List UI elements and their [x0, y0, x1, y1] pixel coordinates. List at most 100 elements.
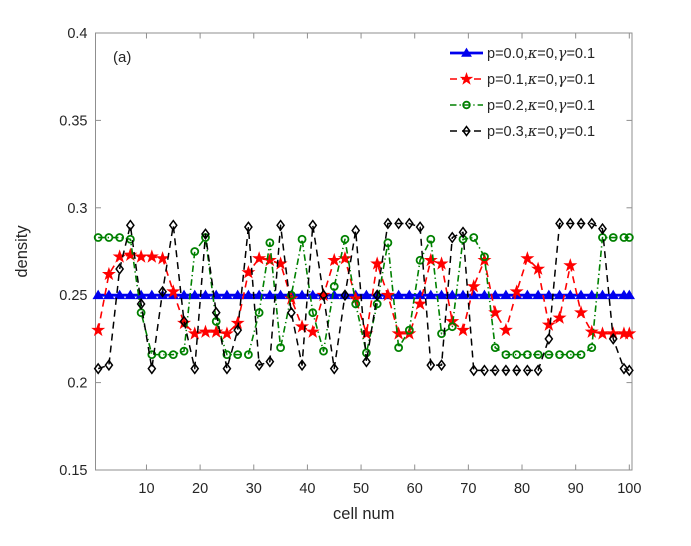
star-marker	[498, 322, 513, 337]
triangle-marker	[403, 289, 416, 300]
triangle-marker	[457, 289, 469, 300]
star-marker	[295, 319, 310, 333]
diamond-marker	[211, 306, 221, 319]
diamond-marker	[576, 217, 586, 230]
diamond-marker	[383, 217, 393, 230]
circle-marker	[608, 233, 618, 242]
circle-marker	[501, 350, 511, 360]
diamond-marker	[329, 362, 339, 375]
star-marker	[563, 258, 578, 272]
diamond-marker	[404, 217, 414, 230]
star-marker	[552, 310, 567, 324]
star-marker	[134, 249, 149, 263]
diamond-marker	[587, 217, 597, 230]
diamond-marker	[624, 364, 634, 377]
circle-marker	[115, 233, 125, 242]
star-marker	[595, 326, 610, 340]
circle-marker	[147, 350, 157, 360]
legend-label: p=0.2,κ=0,γ=0.1	[487, 98, 595, 114]
triangle-marker	[586, 289, 598, 300]
circle-marker	[587, 343, 597, 353]
circle-marker	[469, 233, 479, 242]
circle-marker	[624, 233, 634, 242]
circle-marker	[244, 350, 253, 360]
circle-marker	[340, 234, 350, 244]
circle-marker	[490, 343, 500, 353]
star-marker	[459, 71, 474, 85]
diamond-marker	[179, 315, 189, 328]
triangle-marker	[607, 289, 619, 300]
y-tick-label: 0.4	[67, 26, 87, 42]
circle-marker	[329, 282, 339, 291]
legend: p=0.0,κ=0,γ=0.1 p=0.1,κ=0,γ=0.1 p=0.2,κ=0,…	[450, 46, 595, 140]
triangle-marker	[553, 289, 566, 300]
star-marker	[541, 317, 556, 331]
diamond-marker	[619, 362, 629, 375]
diamond-marker	[394, 217, 404, 230]
circle-marker	[437, 329, 446, 339]
triangle-marker	[623, 289, 636, 300]
diamond-marker	[340, 289, 350, 302]
diamond-marker	[265, 355, 275, 368]
diamond-marker	[490, 364, 500, 377]
circle-marker	[383, 238, 393, 248]
diamond-marker	[297, 359, 307, 372]
circle-marker	[462, 100, 471, 110]
star-marker	[91, 322, 106, 337]
star-marker	[380, 287, 395, 302]
x-tick-labels: 10 20 30 40 50 60 70 80 90 100	[138, 481, 641, 497]
series-p=0.2	[93, 233, 634, 360]
triangle-marker	[521, 289, 534, 300]
diamond-marker	[104, 359, 114, 372]
x-tick-label: 40	[299, 481, 315, 497]
diamond-marker	[608, 332, 618, 345]
diamond-marker	[201, 228, 210, 240]
diamond-marker	[598, 222, 607, 235]
star-marker	[327, 252, 342, 267]
diamond-marker	[115, 263, 125, 275]
circle-marker	[308, 308, 318, 318]
circle-marker	[265, 238, 275, 248]
x-tick-label: 90	[568, 481, 584, 497]
triangle-marker	[199, 289, 212, 300]
axis-ticks	[95, 32, 632, 471]
x-tick-label: 100	[617, 481, 641, 497]
diamond-marker	[308, 219, 318, 232]
series-line	[97, 254, 630, 335]
star-marker	[101, 266, 116, 281]
triangle-marker	[425, 289, 437, 300]
diamond-marker	[286, 306, 296, 319]
triangle-marker	[231, 289, 244, 300]
diamond-marker	[512, 364, 522, 377]
legend-label: p=0.1,κ=0,γ=0.1	[487, 72, 595, 88]
plot-box	[95, 32, 633, 471]
circle-marker	[426, 234, 436, 244]
circle-marker	[394, 343, 404, 353]
star-marker	[252, 251, 267, 265]
circle-marker	[104, 233, 114, 242]
triangle-marker	[221, 289, 233, 300]
star-marker	[574, 305, 589, 319]
star-marker	[434, 256, 449, 270]
star-marker	[509, 284, 524, 298]
circle-marker	[522, 350, 532, 360]
diamond-marker	[136, 297, 146, 310]
star-marker	[466, 279, 481, 293]
x-tick-label: 10	[138, 481, 154, 497]
y-tick-label: 0.35	[59, 113, 87, 129]
circle-marker	[276, 343, 285, 353]
circle-marker	[233, 350, 243, 360]
circle-marker	[168, 350, 178, 360]
triangle-marker	[274, 289, 287, 300]
triangle-marker	[532, 289, 544, 300]
star-marker	[531, 261, 546, 275]
triangle-marker	[124, 289, 137, 300]
diamond-marker	[372, 289, 382, 302]
diamond-marker	[437, 359, 446, 372]
diamond-marker	[426, 359, 436, 372]
diamond-marker	[522, 364, 532, 377]
triangle-marker	[575, 289, 587, 300]
triangle-marker	[264, 289, 276, 300]
